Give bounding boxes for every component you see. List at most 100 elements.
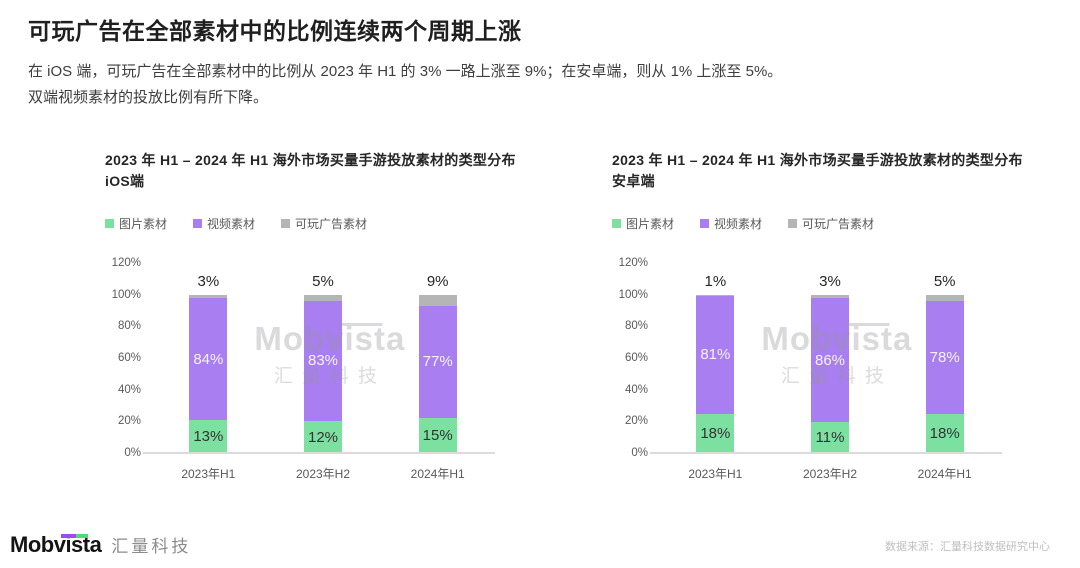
stacked-bar: 9% 77% 15%	[418, 273, 457, 453]
x-axis-labels: 2023年H1 2023年H2 2024年H1	[658, 465, 1002, 482]
x-axis-label: 2024年H1	[410, 467, 465, 481]
data-source-note: 数据来源：汇量科技数据研究中心	[885, 541, 1050, 553]
bar-segment-playable	[304, 294, 342, 301]
chart-title-ios: 2023 年 H1 – 2024 年 H1 海外市场买量手游投放素材的类型分布 …	[105, 150, 555, 192]
x-axis-label: 2024年H1	[917, 467, 972, 481]
stacked-bar: 5% 78% 18%	[925, 273, 964, 453]
plot-android: 0% 20% 40% 60% 80% 100% 120% Mobvista 汇量科技 1% 8…	[612, 257, 1062, 459]
legend-item-image: 图片素材	[105, 215, 167, 232]
bar-segment-image: 18%	[696, 413, 735, 453]
bar-segment-video: 86%	[811, 298, 849, 423]
x-axis-line	[143, 452, 495, 454]
legend-item-playable: 可玩广告素材	[281, 215, 367, 232]
bar-segment-playable	[925, 294, 964, 301]
legend-swatch-image	[612, 219, 621, 228]
y-axis: 0% 20% 40% 60% 80% 100% 120%	[105, 257, 141, 459]
bar-top-value-label: 9%	[426, 272, 449, 290]
charts-row: 2023 年 H1 – 2024 年 H1 海外市场买量手游投放素材的类型分布 …	[105, 150, 1062, 482]
subtitle-line-2: 双端视频素材的投放比例有所下降。	[28, 89, 269, 106]
x-axis-label: 2023年H1	[181, 467, 236, 481]
bar-top-value-label: 3%	[819, 272, 841, 290]
legend-label-image: 图片素材	[626, 217, 675, 231]
legend-swatch-playable	[281, 219, 291, 228]
legend-item-playable: 可玩广告素材	[788, 215, 874, 232]
y-axis-tick: 120%	[111, 257, 141, 269]
bar-segment-video: 84%	[189, 298, 228, 420]
stacked-bar: 3% 84% 13%	[189, 273, 228, 453]
y-axis-tick: 80%	[624, 320, 648, 333]
plot-ios: 0% 20% 40% 60% 80% 100% 120% Mobvista 汇量科技 3% 8…	[105, 257, 555, 459]
bar-segment-image: 15%	[418, 417, 457, 453]
bar-segment-image: 13%	[189, 419, 228, 453]
y-axis: 0% 20% 40% 60% 80% 100% 120%	[612, 257, 648, 459]
y-axis-tick: 60%	[624, 352, 648, 364]
page-subtitle: 在 iOS 端，可玩广告在全部素材中的比例从 2023 年 H1 的 3% 一路…	[28, 59, 1052, 111]
legend-item-image: 图片素材	[612, 215, 674, 232]
bar-segment-image: 11%	[811, 422, 849, 453]
bar-column: 5% 78% 18%	[887, 263, 1002, 453]
plot-area: Mobvista 汇量科技 1% 81% 18% 3% 86% 11% 5% 78% 18%	[650, 263, 1002, 454]
y-axis-tick: 40%	[624, 383, 648, 396]
x-axis-label: 2023年H2	[295, 467, 351, 481]
x-axis-line	[650, 452, 1002, 454]
bar-segment-playable	[189, 294, 228, 299]
legend-label-playable: 可玩广告素材	[802, 217, 875, 231]
y-axis-tick: 60%	[117, 352, 141, 364]
legend-swatch-video	[193, 219, 203, 228]
bar-segment-playable	[811, 294, 849, 299]
stacked-bar: 3% 86% 11%	[811, 273, 849, 453]
page-title: 可玩广告在全部素材中的比例连续两个周期上涨	[28, 18, 522, 44]
bar-segment-video: 78%	[925, 300, 964, 414]
bar-segment-playable	[418, 294, 457, 306]
chart-title-android: 2023 年 H1 – 2024 年 H1 海外市场买量手游投放素材的类型分布 …	[612, 150, 1062, 192]
legend-label-image: 图片素材	[119, 217, 168, 231]
legend-ios: 图片素材 视频素材 可玩广告素材	[105, 215, 555, 232]
y-axis-tick: 100%	[111, 288, 141, 301]
chart-android: 2023 年 H1 – 2024 年 H1 海外市场买量手游投放素材的类型分布 …	[612, 150, 1062, 482]
y-axis-tick: 40%	[117, 383, 141, 396]
bar-column: 1% 81% 18%	[658, 263, 773, 453]
legend-swatch-image	[105, 219, 114, 228]
stacked-bar: 5% 83% 12%	[304, 273, 342, 453]
header: 可玩广告在全部素材中的比例连续两个周期上涨 在 iOS 端，可玩广告在全部素材中…	[28, 12, 1052, 111]
x-axis-label: 2023年H1	[688, 467, 743, 481]
legend-label-video: 视频素材	[207, 217, 256, 231]
legend-swatch-video	[700, 219, 710, 228]
y-axis-tick: 80%	[117, 320, 141, 333]
bar-column: 5% 83% 12%	[266, 263, 381, 453]
bar-column: 3% 84% 13%	[151, 263, 266, 453]
legend-swatch-playable	[788, 219, 798, 228]
stacked-bar: 1% 81% 18%	[696, 273, 735, 453]
plot-area: Mobvista 汇量科技 3% 84% 13% 5% 83% 12% 9% 77% 15%	[143, 263, 495, 454]
bars-container: 3% 84% 13% 5% 83% 12% 9% 77% 15%	[151, 263, 495, 453]
bar-segment-video: 81%	[696, 295, 735, 414]
legend-android: 图片素材 视频素材 可玩广告素材	[612, 215, 1062, 232]
chart-title-line: 2023 年 H1 – 2024 年 H1 海外市场买量手游投放素材的类型分布	[105, 152, 516, 168]
x-axis-labels: 2023年H1 2023年H2 2024年H1	[151, 465, 495, 482]
bar-segment-image: 12%	[304, 421, 342, 453]
bar-segment-video: 77%	[418, 305, 457, 418]
chart-title-line: 2023 年 H1 – 2024 年 H1 海外市场买量手游投放素材的类型分布	[612, 152, 1023, 168]
x-axis-label: 2023年H2	[802, 467, 858, 481]
bar-top-value-label: 3%	[197, 272, 220, 290]
bar-column: 9% 77% 15%	[380, 263, 495, 453]
chart-platform-label: 安卓端	[612, 173, 655, 189]
mobvista-logo: Mobvista 汇量科技	[10, 532, 191, 558]
footer: Mobvista 汇量科技 数据来源：汇量科技数据研究中心	[10, 532, 1050, 558]
y-axis-tick: 0%	[631, 447, 648, 459]
logo-wordmark: Mobvista	[10, 532, 102, 557]
legend-label-playable: 可玩广告素材	[295, 217, 368, 231]
y-axis-tick: 20%	[624, 415, 648, 428]
y-axis-tick: 120%	[618, 257, 648, 269]
bar-top-value-label: 5%	[933, 272, 956, 290]
y-axis-tick: 20%	[117, 415, 141, 428]
logo-chinese-name: 汇量科技	[111, 537, 192, 556]
bar-segment-image: 18%	[925, 413, 964, 453]
bar-segment-video: 83%	[304, 300, 342, 422]
bar-top-value-label: 1%	[704, 272, 727, 290]
bars-container: 1% 81% 18% 3% 86% 11% 5% 78% 18%	[658, 263, 1002, 453]
chart-platform-label: iOS端	[105, 173, 145, 189]
chart-ios: 2023 年 H1 – 2024 年 H1 海外市场买量手游投放素材的类型分布 …	[105, 150, 555, 482]
bar-top-value-label: 5%	[312, 272, 334, 290]
subtitle-line-1: 在 iOS 端，可玩广告在全部素材中的比例从 2023 年 H1 的 3% 一路…	[28, 63, 783, 80]
